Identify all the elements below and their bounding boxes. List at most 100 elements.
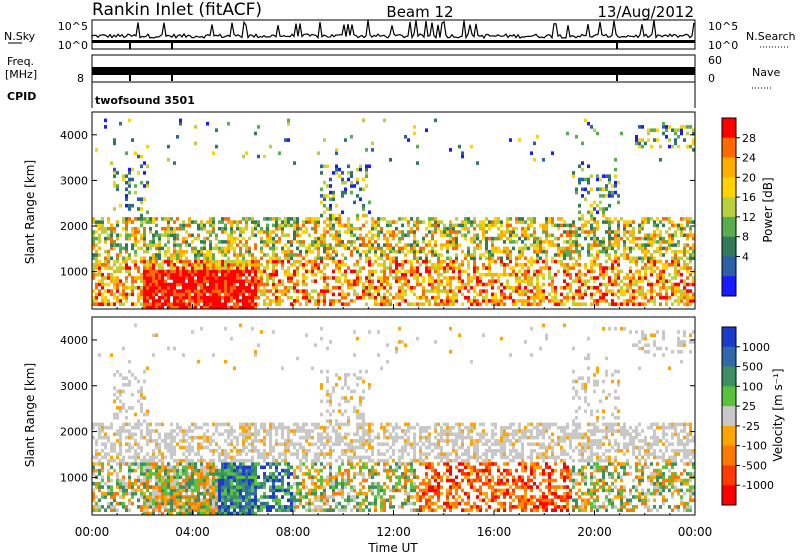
data-cell: [671, 243, 674, 247]
data-cell: [152, 462, 155, 466]
data-cell: [317, 299, 320, 303]
data-cell: [455, 256, 458, 261]
data-cell: [320, 171, 323, 175]
data-cell: [560, 233, 563, 238]
data-cell: [653, 289, 656, 293]
data-cell: [290, 295, 293, 300]
data-cell: [260, 249, 263, 254]
data-cell: [263, 455, 266, 460]
data-cell: [185, 439, 188, 443]
data-cell: [692, 292, 695, 297]
data-cell: [620, 289, 623, 293]
data-cell: [176, 217, 179, 221]
data-cell: [242, 475, 245, 479]
data-cell: [668, 144, 671, 149]
data-cell: [287, 289, 290, 293]
data-cell: [152, 295, 155, 300]
data-cell: [203, 482, 206, 486]
data-cell: [479, 289, 482, 293]
data-cell: [443, 289, 446, 293]
data-cell: [431, 249, 434, 254]
data-cell: [281, 505, 284, 509]
data-cell: [215, 263, 218, 267]
data-cell: [218, 246, 221, 251]
data-cell: [245, 151, 248, 155]
data-cell: [431, 246, 434, 251]
data-cell: [299, 302, 302, 306]
data-cell: [212, 295, 215, 300]
data-cell: [365, 249, 368, 254]
data-cell: [449, 279, 452, 283]
data-cell: [122, 485, 125, 489]
data-cell: [638, 292, 641, 297]
data-cell: [230, 458, 233, 463]
data-cell: [527, 217, 530, 221]
data-cell: [593, 226, 596, 231]
data-cell: [179, 475, 182, 479]
data-cell: [200, 220, 203, 224]
data-cell: [269, 272, 272, 277]
data-cell: [287, 508, 290, 512]
data-cell: [278, 455, 281, 460]
data-cell: [494, 223, 497, 228]
data-cell: [338, 292, 341, 297]
data-cell: [668, 279, 671, 283]
data-cell: [107, 478, 110, 483]
data-cell: [278, 223, 281, 228]
data-cell: [140, 465, 143, 470]
data-cell: [410, 272, 413, 277]
data-cell: [602, 282, 605, 287]
data-cell: [629, 223, 632, 228]
data-cell: [419, 256, 422, 261]
data-cell: [413, 125, 416, 129]
data-cell: [275, 286, 278, 290]
data-cell: [476, 279, 479, 283]
data-cell: [170, 422, 173, 427]
data-cell: [101, 272, 104, 277]
data-cell: [140, 246, 143, 251]
data-cell: [245, 425, 248, 430]
data-cell: [674, 292, 677, 297]
data-cell: [134, 217, 137, 221]
data-cell: [326, 276, 329, 280]
data-cell: [239, 305, 242, 310]
data-cell: [455, 236, 458, 241]
data-cell: [302, 223, 305, 228]
data-cell: [425, 299, 428, 303]
data-cell: [113, 259, 116, 264]
data-cell: [101, 491, 104, 496]
data-cell: [683, 295, 686, 300]
data-cell: [515, 272, 518, 277]
data-cell: [329, 223, 332, 228]
data-cell: [623, 233, 626, 238]
data-cell: [599, 243, 602, 247]
data-cell: [449, 226, 452, 231]
data-cell: [116, 282, 119, 287]
data-cell: [569, 243, 572, 247]
data-cell: [101, 495, 104, 499]
data-cell: [272, 449, 275, 453]
data-cell: [677, 144, 680, 149]
data-cell: [188, 223, 191, 228]
data-cell: [569, 266, 572, 270]
data-cell: [488, 266, 491, 270]
data-cell: [146, 164, 149, 169]
data-cell: [578, 249, 581, 254]
data-cell: [299, 226, 302, 231]
data-cell: [125, 491, 128, 496]
data-cell: [146, 439, 149, 443]
data-cell: [131, 462, 134, 466]
data-cell: [233, 498, 236, 503]
data-cell: [296, 269, 299, 274]
data-cell: [329, 190, 332, 195]
data-cell: [692, 131, 695, 136]
data-cell: [647, 249, 650, 254]
data-cell: [110, 246, 113, 251]
data-cell: [356, 249, 359, 254]
data-cell: [575, 240, 578, 244]
data-cell: [224, 359, 227, 364]
data-cell: [485, 223, 488, 228]
data-cell: [596, 276, 599, 280]
data-cell: [614, 292, 617, 297]
data-cell: [428, 279, 431, 283]
